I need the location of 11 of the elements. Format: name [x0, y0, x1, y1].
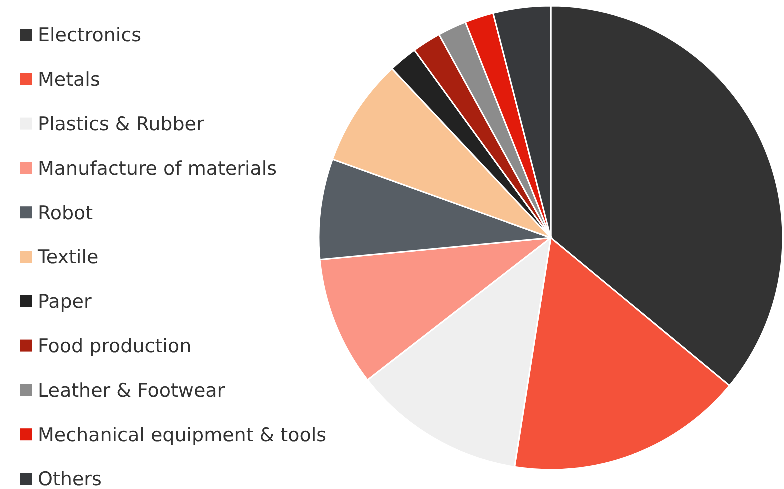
legend-label: Food production	[38, 335, 192, 358]
legend-label: Robot	[38, 202, 94, 224]
legend-label: Metals	[38, 69, 100, 92]
legend-label: Textile	[37, 246, 99, 269]
legend-label: Leather & Footwear	[38, 380, 226, 402]
legend-label: Electronics	[38, 24, 142, 47]
legend-label: Mechanical equipment & tools	[38, 424, 327, 446]
legend-label: Manufacture of materials	[38, 158, 278, 180]
legend-label: Plastics & Rubber	[38, 113, 204, 136]
legend-label: Others	[38, 468, 102, 489]
legend-label: Paper	[38, 291, 92, 314]
